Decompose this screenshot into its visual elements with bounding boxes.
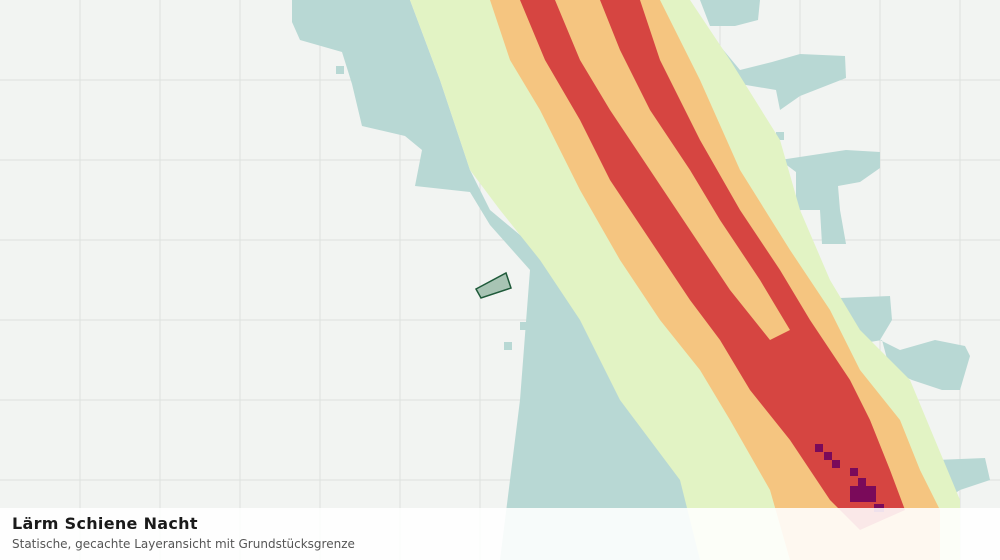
layer-title: Lärm Schiene Nacht xyxy=(12,514,198,533)
noise-band-high xyxy=(520,0,905,530)
parcel-boundary[interactable] xyxy=(474,271,512,299)
layer-subtitle: Statische, gecachte Layeransicht mit Gru… xyxy=(12,537,355,551)
legend-footer: Lärm Schiene Nacht Statische, gecachte L… xyxy=(0,508,1000,560)
noise-gap xyxy=(555,0,790,340)
